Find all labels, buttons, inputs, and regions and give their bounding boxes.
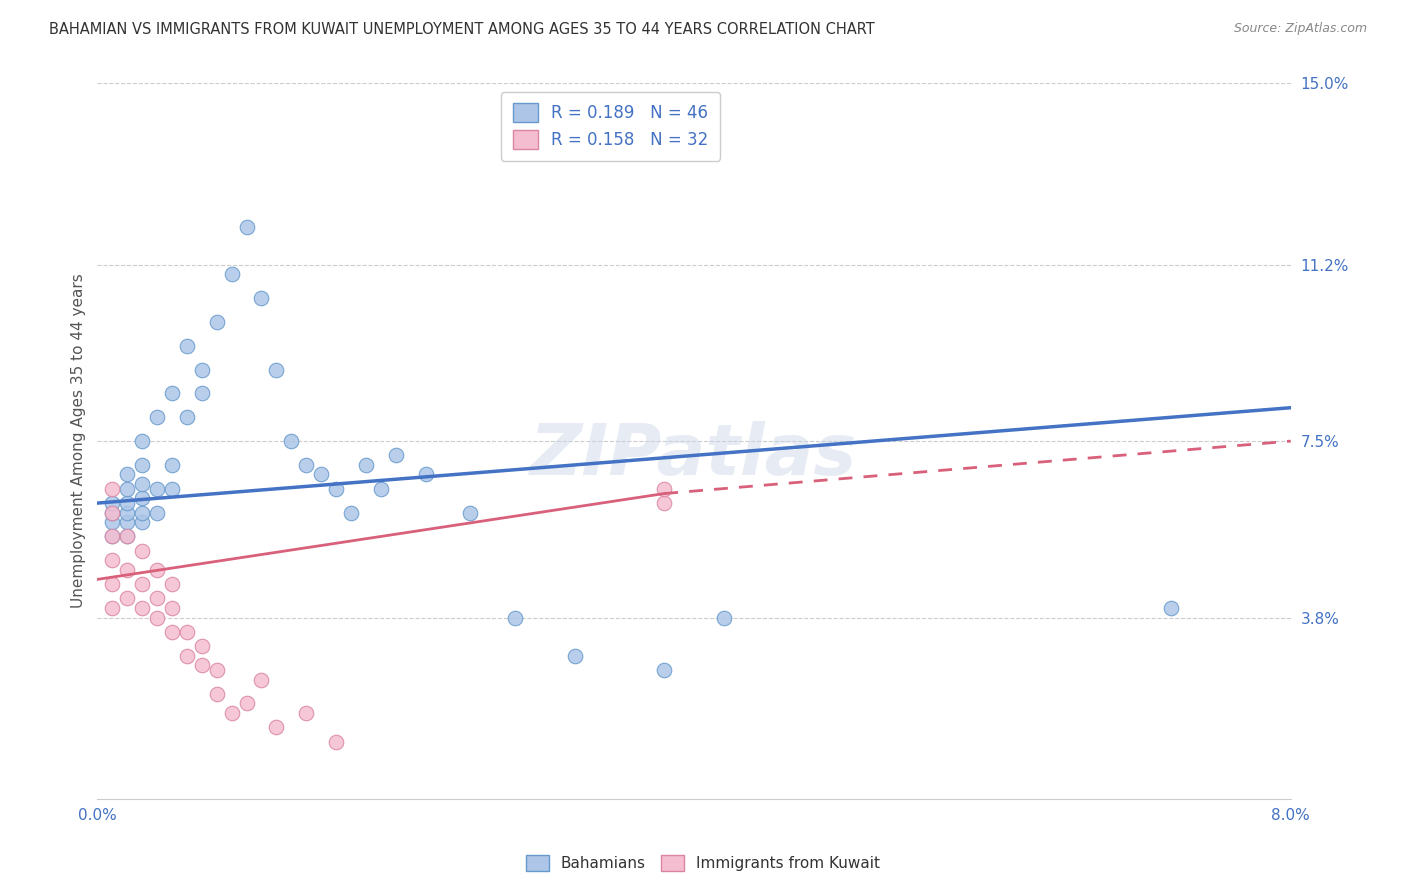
Text: BAHAMIAN VS IMMIGRANTS FROM KUWAIT UNEMPLOYMENT AMONG AGES 35 TO 44 YEARS CORREL: BAHAMIAN VS IMMIGRANTS FROM KUWAIT UNEMP… xyxy=(49,22,875,37)
Point xyxy=(280,434,302,449)
Point xyxy=(191,639,214,653)
Point xyxy=(101,506,124,520)
Point xyxy=(131,601,153,615)
Point xyxy=(160,601,183,615)
Point xyxy=(160,577,183,591)
Point xyxy=(131,543,153,558)
Point xyxy=(160,386,183,401)
Point xyxy=(101,482,124,496)
Point xyxy=(1160,601,1182,615)
Point xyxy=(160,624,183,639)
Point xyxy=(115,506,138,520)
Point xyxy=(266,362,288,376)
Point xyxy=(295,458,318,472)
Point xyxy=(415,467,437,482)
Point xyxy=(160,482,183,496)
Point xyxy=(325,482,347,496)
Point xyxy=(131,491,153,506)
Point xyxy=(101,577,124,591)
Point xyxy=(176,648,198,663)
Point xyxy=(370,482,392,496)
Point xyxy=(340,506,363,520)
Point xyxy=(176,624,198,639)
Point xyxy=(146,506,169,520)
Point xyxy=(131,458,153,472)
Point xyxy=(191,362,214,376)
Point xyxy=(191,658,214,673)
Point xyxy=(205,663,228,677)
Point xyxy=(295,706,318,720)
Legend: Bahamians, Immigrants from Kuwait: Bahamians, Immigrants from Kuwait xyxy=(520,849,886,877)
Point xyxy=(131,434,153,449)
Point xyxy=(176,339,198,353)
Point xyxy=(146,563,169,577)
Text: Source: ZipAtlas.com: Source: ZipAtlas.com xyxy=(1233,22,1367,36)
Point xyxy=(101,515,124,529)
Point xyxy=(131,506,153,520)
Point xyxy=(384,449,406,463)
Point xyxy=(101,553,124,567)
Point xyxy=(131,515,153,529)
Point xyxy=(115,529,138,543)
Point xyxy=(101,601,124,615)
Point xyxy=(101,529,124,543)
Point xyxy=(235,697,257,711)
Point xyxy=(564,648,586,663)
Point xyxy=(131,477,153,491)
Y-axis label: Unemployment Among Ages 35 to 44 years: Unemployment Among Ages 35 to 44 years xyxy=(72,274,86,608)
Point xyxy=(205,315,228,329)
Point xyxy=(266,720,288,734)
Point xyxy=(146,591,169,606)
Point xyxy=(131,577,153,591)
Point xyxy=(354,458,377,472)
Point xyxy=(191,386,214,401)
Point xyxy=(458,506,481,520)
Point xyxy=(250,291,273,305)
Point xyxy=(101,529,124,543)
Point xyxy=(115,482,138,496)
Point xyxy=(115,467,138,482)
Point xyxy=(652,663,675,677)
Point xyxy=(235,219,257,234)
Point xyxy=(652,482,675,496)
Point xyxy=(115,563,138,577)
Point xyxy=(309,467,332,482)
Point xyxy=(101,506,124,520)
Point xyxy=(176,410,198,425)
Point xyxy=(115,591,138,606)
Point xyxy=(250,673,273,687)
Point xyxy=(115,529,138,543)
Text: ZIPatlas: ZIPatlas xyxy=(530,421,858,490)
Point xyxy=(325,734,347,748)
Point xyxy=(146,482,169,496)
Point xyxy=(146,610,169,624)
Point xyxy=(160,458,183,472)
Point xyxy=(221,706,243,720)
Point xyxy=(146,410,169,425)
Point xyxy=(652,496,675,510)
Point xyxy=(101,496,124,510)
Point xyxy=(713,610,735,624)
Point xyxy=(205,687,228,701)
Point xyxy=(221,267,243,281)
Point xyxy=(503,610,526,624)
Point xyxy=(115,515,138,529)
Legend: R = 0.189   N = 46, R = 0.158   N = 32: R = 0.189 N = 46, R = 0.158 N = 32 xyxy=(501,92,720,161)
Point xyxy=(115,496,138,510)
